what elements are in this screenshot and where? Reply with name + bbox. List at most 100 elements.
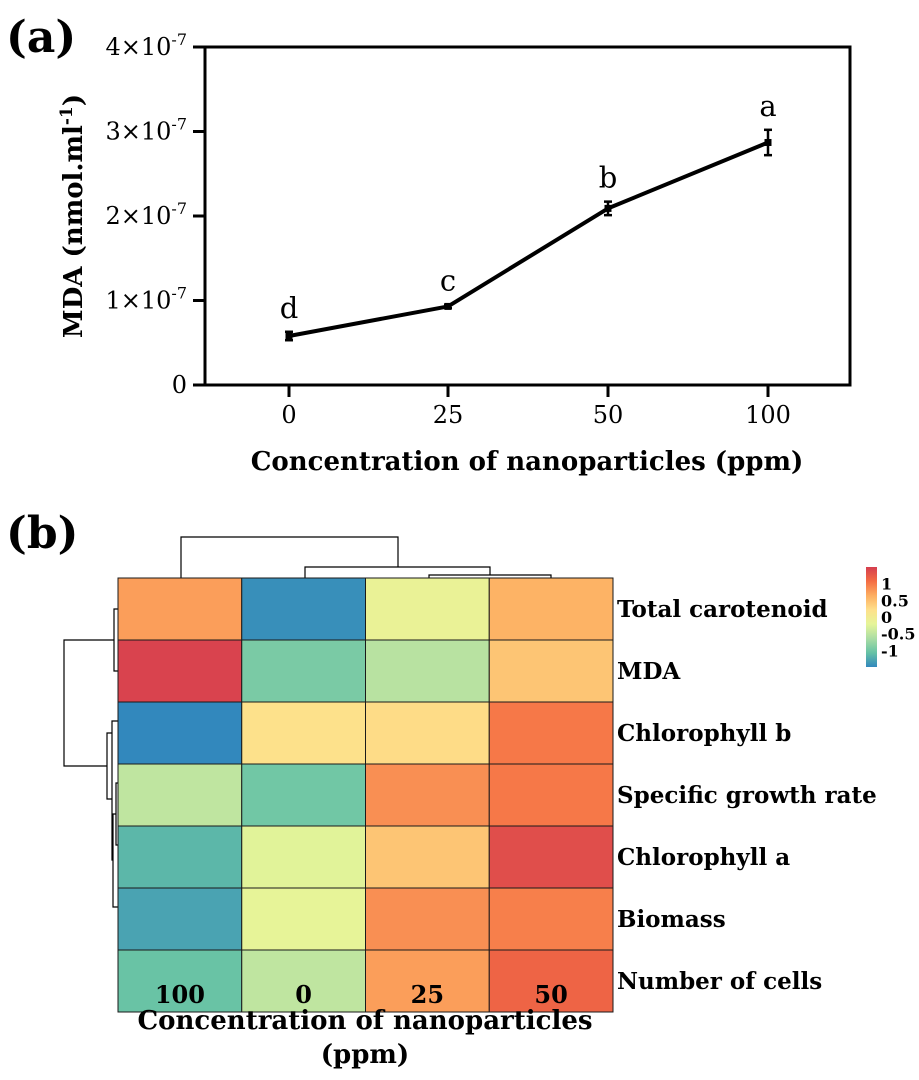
color-legend-tick-label: -1 bbox=[881, 641, 899, 660]
heatmap-column-label: 25 bbox=[411, 980, 444, 1009]
heatmap-row-label: Biomass bbox=[617, 906, 726, 933]
heatmap-cell bbox=[365, 763, 490, 827]
heatmap-cell bbox=[117, 825, 243, 889]
heatmap-cell bbox=[117, 949, 243, 1013]
heatmap-row-labels: Total carotenoid MDA Chlorophyll b Specific… bbox=[617, 596, 877, 995]
row-dendrogram-link-root bbox=[63, 639, 114, 767]
color-legend-bar bbox=[866, 567, 877, 667]
heatmap-cell bbox=[365, 825, 490, 889]
panel-a: (a) 01×10-72×10-73×10-74×10-7 0 25 50 100 d… bbox=[6, 12, 852, 477]
heatmap-x-axis-title-line2: (ppm) bbox=[321, 1040, 409, 1070]
row-dendrogram bbox=[63, 608, 118, 908]
y-axis-title-main: MDA (nmol.ml bbox=[59, 125, 89, 338]
heatmap-cell bbox=[365, 577, 490, 641]
x-tick-label: 100 bbox=[745, 401, 791, 429]
significance-letter: c bbox=[440, 264, 456, 298]
y-tick-label: 0 bbox=[172, 371, 187, 399]
heatmap-cell bbox=[117, 763, 243, 827]
data-point bbox=[285, 332, 293, 340]
panel-a-letter: (a) bbox=[6, 12, 76, 63]
heatmap-cell bbox=[488, 887, 614, 951]
heatmap-cell bbox=[488, 577, 614, 641]
heatmap-row-label: Number of cells bbox=[617, 968, 822, 995]
heatmap-column-label: 50 bbox=[534, 980, 567, 1009]
heatmap-cell bbox=[365, 701, 490, 765]
heatmap-row-label: Total carotenoid bbox=[617, 596, 828, 623]
heatmap-row-label: Specific growth rate bbox=[617, 782, 877, 809]
significance-letter: d bbox=[280, 291, 299, 325]
significance-letter: b bbox=[599, 161, 618, 195]
heatmap-cell bbox=[241, 639, 366, 703]
y-tick-label-exponent: -7 bbox=[171, 199, 187, 218]
y-axis-title-superscript: -1 bbox=[57, 106, 77, 125]
color-legend-tick-label: 0 bbox=[881, 608, 892, 627]
line-chart-points: d c b a bbox=[280, 89, 777, 342]
heatmap-cell bbox=[365, 949, 490, 1013]
heatmap-cell bbox=[488, 763, 614, 827]
heatmap-cell bbox=[117, 577, 243, 641]
heatmap-x-axis-title-line1: Concentration of nanoparticles bbox=[137, 1006, 592, 1036]
heatmap-cell bbox=[241, 887, 366, 951]
heatmap-cell bbox=[365, 639, 490, 703]
color-legend-tick-label: 1 bbox=[881, 575, 892, 594]
heatmap-cells bbox=[117, 577, 614, 1013]
line-series-mda bbox=[288, 140, 769, 338]
y-axis-title-end: ) bbox=[59, 94, 89, 106]
col-dendrogram-link-0-group bbox=[304, 566, 491, 578]
line-chart-y-axis-title: MDA (nmol.ml-1) bbox=[57, 94, 89, 338]
x-tick-label: 50 bbox=[593, 401, 624, 429]
heatmap-cell bbox=[241, 825, 366, 889]
heatmap-cell bbox=[365, 887, 490, 951]
color-legend-tick-label: 0.5 bbox=[881, 591, 909, 610]
heatmap-cell bbox=[241, 949, 366, 1013]
data-point bbox=[444, 302, 452, 310]
heatmap-cell bbox=[488, 701, 614, 765]
heatmap-row-label: Chlorophyll b bbox=[617, 720, 791, 747]
y-tick-label-base: 4×10 bbox=[105, 33, 171, 61]
y-tick-label-exponent: -7 bbox=[171, 115, 187, 134]
y-tick-label-exponent: -7 bbox=[171, 284, 187, 303]
heatmap-column-labels: 100 0 25 50 bbox=[155, 980, 568, 1009]
line-chart-plot-frame bbox=[203, 45, 852, 387]
y-tick-label-base: 0 bbox=[172, 371, 187, 399]
y-tick-label: 1×10-7 bbox=[105, 284, 187, 315]
heatmap-cell bbox=[117, 639, 243, 703]
y-tick-label: 4×10-7 bbox=[105, 30, 187, 61]
heatmap-cell bbox=[241, 577, 366, 641]
panel-b-letter: (b) bbox=[6, 508, 78, 559]
heatmap-cell bbox=[117, 887, 243, 951]
heatmap-cell bbox=[241, 701, 366, 765]
x-tick-label: 0 bbox=[281, 401, 296, 429]
column-dendrogram bbox=[180, 536, 552, 578]
heatmap-row-label: Chlorophyll a bbox=[617, 844, 790, 871]
data-point bbox=[604, 204, 612, 212]
y-tick-label: 2×10-7 bbox=[105, 199, 187, 230]
line-chart-y-axis: 01×10-72×10-73×10-74×10-7 bbox=[105, 30, 205, 399]
y-tick-label-base: 1×10 bbox=[105, 287, 171, 315]
col-dendrogram-link-root bbox=[180, 536, 399, 578]
line-chart-x-axis-title: Concentration of nanoparticles (ppm) bbox=[251, 447, 804, 477]
heatmap-column-label: 0 bbox=[295, 980, 312, 1009]
line-chart-x-axis: 0 25 50 100 bbox=[281, 385, 791, 429]
y-tick-label: 3×10-7 bbox=[105, 115, 187, 146]
color-legend-tick-label: -0.5 bbox=[881, 625, 915, 644]
y-tick-label-exponent: -7 bbox=[171, 30, 187, 49]
significance-letter: a bbox=[759, 89, 776, 123]
x-tick-label: 25 bbox=[433, 401, 464, 429]
heatmap-cell bbox=[488, 639, 614, 703]
heatmap-cell bbox=[117, 701, 243, 765]
y-tick-label-base: 2×10 bbox=[105, 202, 171, 230]
row-dendrogram-link-carotenoid-mda bbox=[113, 608, 118, 672]
heatmap-cell bbox=[241, 763, 366, 827]
heatmap-cell bbox=[488, 825, 614, 889]
panel-b: (b) Total carotenoid MDA Chlorophyll b Spec… bbox=[6, 508, 915, 1070]
data-point bbox=[764, 138, 772, 146]
heatmap-column-label: 100 bbox=[155, 980, 205, 1009]
color-legend-ticks: 10.50-0.5-1 bbox=[881, 575, 915, 661]
heatmap-cell bbox=[488, 949, 614, 1013]
row-dendrogram-link-chlb bbox=[106, 732, 112, 800]
y-tick-label-base: 3×10 bbox=[105, 118, 171, 146]
heatmap-row-label: MDA bbox=[617, 658, 681, 685]
